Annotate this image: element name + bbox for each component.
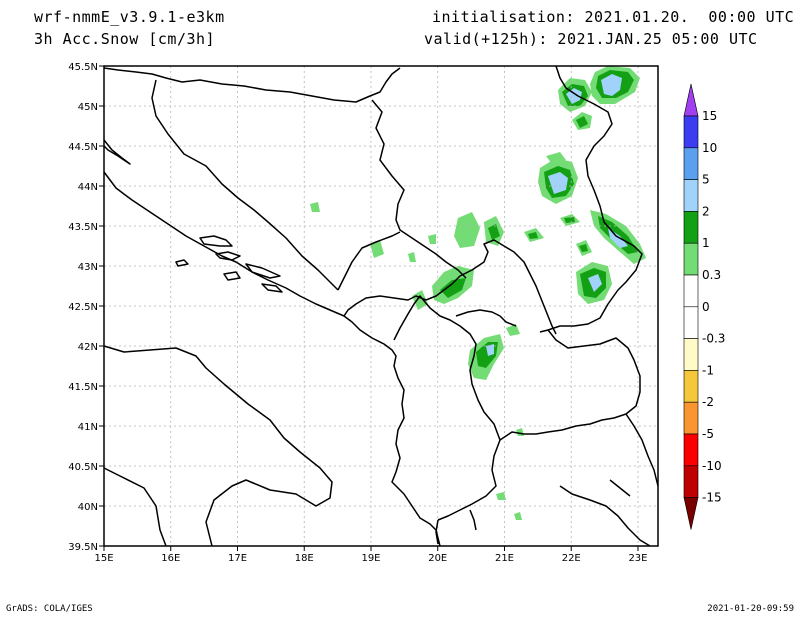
- colorbar-swatch: [683, 433, 699, 467]
- colorbar-label: 15: [702, 109, 717, 123]
- snow-area: [496, 492, 506, 500]
- colorbar-swatch: [683, 465, 699, 498]
- colorbar-label: -0.3: [702, 332, 725, 346]
- footer-credit: GrADS: COLA/IGES: [6, 604, 93, 614]
- lon-tick-label: 18E: [295, 553, 314, 564]
- colorbar-swatch: [683, 306, 699, 339]
- lat-tick-label: 45.5N: [68, 62, 98, 73]
- colorbar-swatch: [683, 211, 699, 244]
- snow-area: [428, 234, 436, 244]
- snow-area: [576, 116, 588, 128]
- snow-area: [486, 344, 494, 356]
- country-border: [371, 99, 467, 279]
- colorbar-label: 10: [702, 141, 717, 155]
- snow-area: [412, 290, 428, 310]
- coastlines-and-borders: [103, 65, 659, 547]
- map-gridlines: [104, 66, 658, 546]
- italy-coastline: [103, 345, 333, 547]
- italy-coastline-south: [103, 467, 167, 547]
- snow-area: [566, 88, 582, 104]
- snow-area: [528, 232, 538, 239]
- footer-timestamp: 2021-01-20-09:59: [707, 604, 794, 614]
- lon-tick-label: 16E: [161, 553, 180, 564]
- country-border: [343, 283, 453, 317]
- snow-area: [579, 244, 588, 252]
- lat-tick-label: 44N: [78, 182, 98, 193]
- colorbar-label: -2: [702, 395, 714, 409]
- snow-area: [516, 428, 524, 436]
- colorbar-swatch: [683, 115, 699, 149]
- model-title: wrf-nmmE_v3.9.1-e3km: [34, 8, 225, 26]
- lat-tick-label: 40.5N: [68, 462, 98, 473]
- lat-tick-label: 39.5N: [68, 542, 98, 553]
- snow-area: [564, 217, 575, 223]
- country-border: [337, 231, 401, 291]
- colorbar-swatch: [683, 147, 699, 180]
- colorbar-label: 1: [702, 236, 710, 250]
- country-border: [393, 295, 501, 521]
- snow-area: [546, 152, 566, 164]
- lon-tick-label: 15E: [94, 553, 113, 564]
- colorbar-swatch: [683, 242, 699, 276]
- lat-tick-label: 42.5N: [68, 302, 98, 313]
- lat-tick-label: 42N: [78, 342, 98, 353]
- lat-tick-label: 44.5N: [68, 142, 98, 153]
- snow-area: [408, 252, 416, 262]
- colorbar-label: -1: [702, 363, 714, 377]
- snow-area: [370, 240, 384, 258]
- lat-tick-label: 41.5N: [68, 382, 98, 393]
- colorbar-swatch: [683, 179, 699, 212]
- colorbar-top-cap: [683, 83, 699, 117]
- country-border: [625, 413, 659, 487]
- lon-tick-label: 23E: [628, 553, 647, 564]
- snow-area: [440, 278, 466, 298]
- lat-tick-label: 40N: [78, 502, 98, 513]
- lat-tick-label: 45N: [78, 102, 98, 113]
- colorbar-label: 0.3: [702, 268, 721, 282]
- colorbar-label: -15: [702, 491, 722, 505]
- colorbar-swatch: [683, 274, 699, 308]
- country-border: [539, 65, 643, 333]
- adriatic-coastline: [103, 139, 441, 547]
- greek-coastline: [435, 479, 651, 547]
- snow-shading: [310, 66, 646, 520]
- axis-ticks: 15E 16E 17E 18E 19E 20E 21E 22E 23E 45.5N 45N 44.5N…: [68, 62, 647, 564]
- colorbar-label: 2: [702, 204, 710, 218]
- colorbar-label: 0: [702, 300, 710, 314]
- islands: [175, 235, 283, 293]
- colorbar: 15 10 5 2 1 0.3 0 -0.3 -1 -2 -5 -10 -15: [683, 83, 725, 530]
- country-border: [451, 239, 557, 335]
- colorbar-label: 5: [702, 173, 710, 187]
- snow-area: [588, 274, 602, 292]
- lon-tick-label: 22E: [562, 553, 581, 564]
- colorbar-label: -10: [702, 459, 722, 473]
- lon-tick-label: 21E: [495, 553, 514, 564]
- lon-tick-label: 17E: [228, 553, 247, 564]
- lat-tick-label: 43N: [78, 262, 98, 273]
- lat-tick-label: 43.5N: [68, 222, 98, 233]
- valid-time: valid(+125h): 2021.JAN.25 05:00 UTC: [424, 30, 758, 48]
- country-border: [455, 309, 517, 327]
- colorbar-label: -5: [702, 427, 714, 441]
- snow-area: [506, 324, 520, 336]
- colorbar-swatch: [683, 338, 699, 371]
- snow-area: [548, 172, 568, 194]
- snow-area: [514, 512, 522, 520]
- snow-area: [488, 224, 500, 240]
- snow-area: [601, 74, 622, 96]
- lon-tick-label: 20E: [428, 553, 447, 564]
- snow-area: [454, 212, 480, 248]
- field-title: 3h Acc.Snow [cm/3h]: [34, 30, 216, 48]
- initialisation-time: initialisation: 2021.01.20. 00:00 UTC: [432, 8, 795, 26]
- country-border: [151, 79, 339, 291]
- lat-tick-label: 41N: [78, 422, 98, 433]
- colorbar-swatch: [683, 370, 699, 403]
- colorbar-bottom-cap: [683, 497, 699, 530]
- lon-tick-label: 19E: [361, 553, 380, 564]
- country-border: [103, 67, 401, 103]
- snow-area: [310, 202, 320, 212]
- colorbar-swatch: [683, 401, 699, 435]
- country-border: [499, 329, 641, 441]
